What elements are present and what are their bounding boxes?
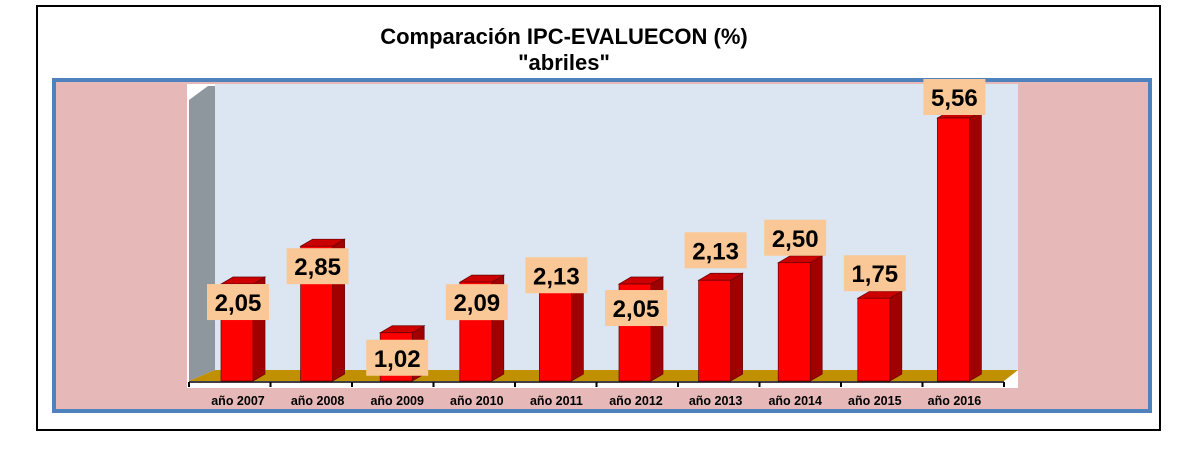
data-label-bg (605, 290, 667, 327)
bar-side (969, 110, 982, 382)
data-label-bg (366, 339, 429, 376)
data-label: 1,75 (851, 261, 898, 288)
bar (937, 117, 970, 382)
x-tick-label: año 2011 (530, 394, 583, 408)
bar-side (730, 272, 743, 382)
data-label: 2,85 (294, 254, 341, 281)
data-label-bg (445, 284, 508, 321)
data-label: 2,50 (772, 226, 819, 253)
data-label: 1,02 (374, 346, 421, 373)
data-label-bg (923, 79, 986, 116)
bar-side (809, 255, 823, 382)
x-tick-label: año 2015 (848, 394, 902, 408)
data-label: 5,56 (931, 85, 978, 112)
x-tick-label: año 2014 (768, 394, 822, 408)
bar (857, 297, 891, 382)
data-label-bg (764, 219, 827, 256)
chart-subtitle: "abriles" (518, 50, 610, 75)
chart-title: Comparación IPC-EVALUECON (%) (380, 24, 748, 49)
x-tick-label: año 2007 (211, 394, 265, 408)
data-label-bg (684, 232, 747, 269)
data-label-bg (843, 255, 906, 292)
data-label-bg (525, 257, 588, 294)
x-tick-label: año 2009 (370, 394, 424, 408)
data-label-bg (286, 248, 349, 285)
bar (539, 279, 572, 382)
x-tick-label: año 2008 (291, 394, 345, 408)
x-tick-label: año 2010 (450, 394, 504, 408)
data-label: 2,05 (613, 296, 660, 323)
bar (777, 262, 811, 382)
data-label: 2,09 (453, 290, 500, 317)
data-label: 2,13 (692, 238, 739, 265)
x-tick-label: año 2012 (609, 394, 663, 408)
data-label-bg (207, 284, 269, 321)
plot-side-wall (189, 86, 215, 381)
x-tick-label: año 2016 (928, 394, 982, 408)
data-label: 2,13 (533, 263, 580, 290)
bar (698, 279, 731, 382)
data-label: 2,05 (215, 290, 262, 317)
x-tick-label: año 2013 (689, 394, 743, 408)
bar-side (889, 290, 903, 382)
